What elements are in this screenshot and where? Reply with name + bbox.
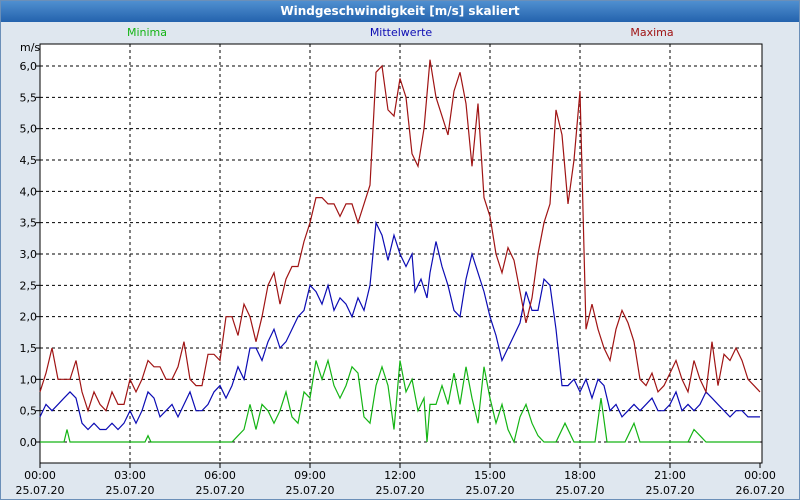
x-tick-date: 26.07.20 (736, 484, 785, 497)
y-tick-label: 4,5 (20, 154, 38, 167)
x-tick-time: 03:00 (114, 469, 146, 482)
y-tick-label: 5,0 (20, 123, 38, 136)
x-tick-time: 00:00 (24, 469, 56, 482)
x-tick-time: 21:00 (654, 469, 686, 482)
x-tick-time: 00:00 (744, 469, 776, 482)
x-tick-date: 25.07.20 (286, 484, 335, 497)
series-maxima-line (39, 59, 761, 413)
x-tick-date: 25.07.20 (196, 484, 245, 497)
legend-mittelwerte: Mittelwerte (370, 26, 433, 39)
series-minima-line (40, 358, 760, 444)
chart-title: Windgeschwindigkeit [m/s] skaliert (1, 1, 799, 22)
y-tick-label: 3,5 (20, 217, 38, 230)
legend-maxima: Maxima (630, 26, 673, 39)
y-tick-label: 6,0 (20, 60, 38, 73)
x-tick-time: 15:00 (474, 469, 506, 482)
x-tick-time: 18:00 (564, 469, 596, 482)
x-tick-date: 25.07.20 (16, 484, 65, 497)
y-tick-label: 4,0 (20, 185, 38, 198)
x-tick-date: 25.07.20 (646, 484, 695, 497)
y-tick-label: 2,5 (20, 279, 38, 292)
y-tick-label: 3,0 (20, 248, 38, 261)
x-tick-date: 25.07.20 (556, 484, 605, 497)
x-tick-date: 25.07.20 (466, 484, 515, 497)
x-tick-date: 25.07.20 (376, 484, 425, 497)
series-mittelwerte-line (39, 220, 760, 431)
y-tick-label: 0,0 (20, 436, 38, 449)
x-tick-time: 06:00 (204, 469, 236, 482)
legend-minima: Minima (127, 26, 167, 39)
x-tick-date: 25.07.20 (106, 484, 155, 497)
y-tick-label: 1,0 (20, 373, 38, 386)
x-tick-time: 09:00 (294, 469, 326, 482)
x-tick-time: 12:00 (384, 469, 416, 482)
y-tick-label: 5,5 (20, 91, 38, 104)
y-tick-label: 0,5 (20, 405, 38, 418)
y-tick-label: 2,0 (20, 311, 38, 324)
y-axis-label: m/s (20, 41, 40, 54)
y-tick-label: 1,5 (20, 342, 38, 355)
